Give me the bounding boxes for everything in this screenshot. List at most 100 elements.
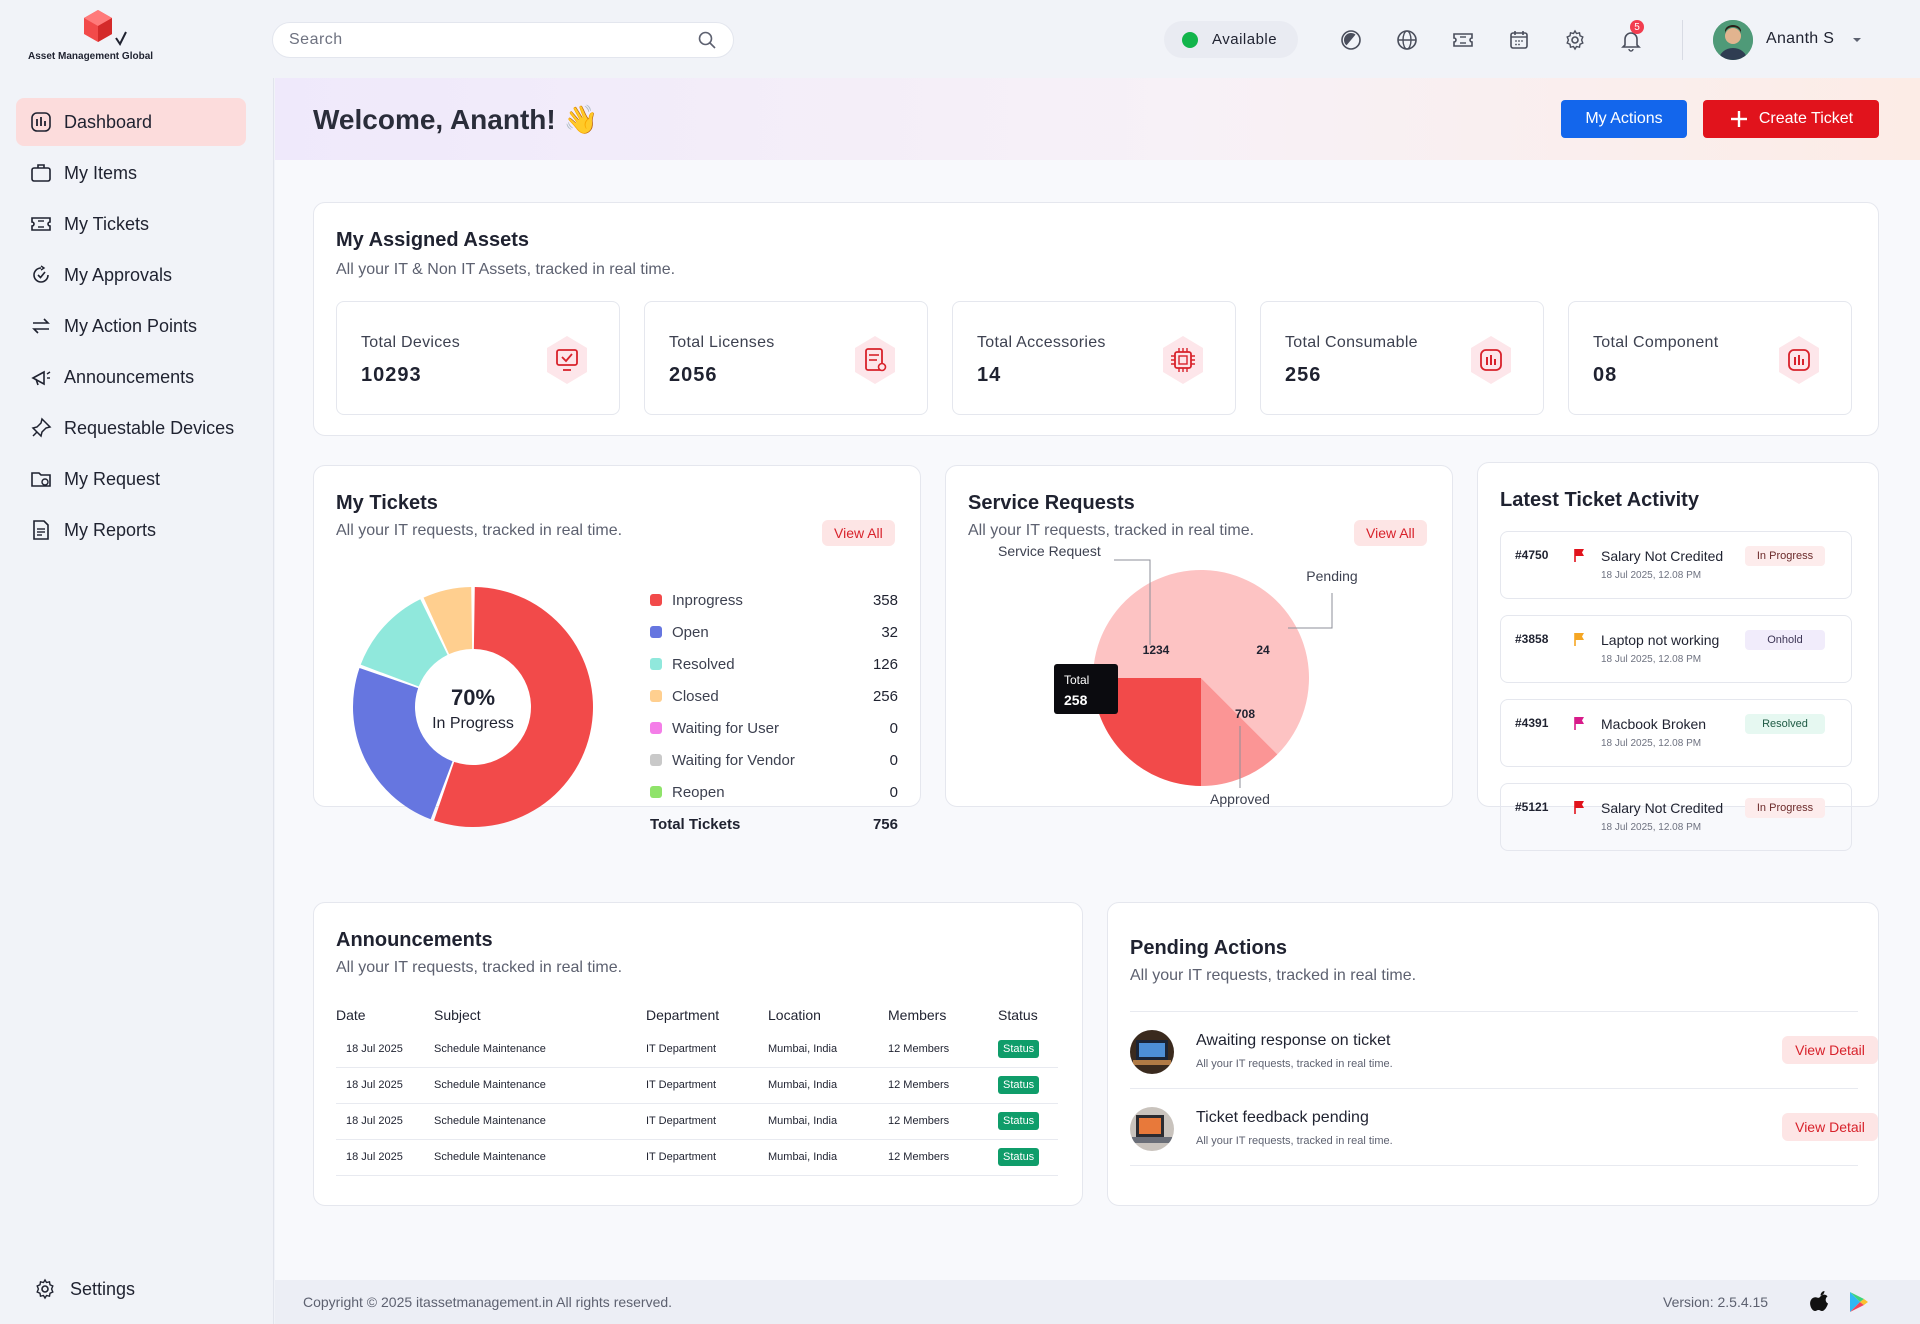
donut-slice-closed[interactable] <box>423 587 473 655</box>
view-detail-button[interactable]: View Detail <box>1782 1036 1878 1064</box>
avatar[interactable] <box>1713 20 1753 60</box>
table-row[interactable]: 18 Jul 2025 Schedule Maintenance IT Depart… <box>336 1031 1058 1068</box>
sidebar-item-label: Requestable Devices <box>64 417 235 438</box>
table-row[interactable]: 18 Jul 2025 Schedule Maintenance IT Depart… <box>336 1067 1058 1104</box>
search-input[interactable] <box>289 31 697 49</box>
status-badge[interactable]: Status <box>998 1148 1040 1166</box>
flag-icon <box>1574 801 1584 814</box>
asset-total-component[interactable]: Total Component 08 <box>1568 301 1852 415</box>
asset-total-licenses[interactable]: Total Licenses 2056 <box>644 301 928 415</box>
asset-total-devices[interactable]: Total Devices 10293 <box>336 301 620 415</box>
gear-icon[interactable] <box>1563 28 1587 52</box>
table-cell: IT Department <box>646 1031 768 1068</box>
app-logo[interactable]: Asset Management Global <box>28 8 178 66</box>
legend-value: 0 <box>889 751 898 769</box>
asset-value: 08 <box>1593 364 1618 386</box>
user-name[interactable]: Ananth S <box>1766 30 1835 47</box>
sidebar-item-my-items[interactable]: My Items <box>16 149 246 197</box>
table-cell: 12 Members <box>888 1103 998 1140</box>
pie-leader-line <box>1114 559 1151 645</box>
service-requests-card: Service Requests All your IT requests, t… <box>945 465 1453 807</box>
table-cell: Mumbai, India <box>768 1103 888 1140</box>
service-view-all-button[interactable]: View All <box>1354 520 1427 546</box>
sidebar-item-my-approvals[interactable]: My Approvals <box>16 251 246 299</box>
donut-center-percent: 70% <box>451 685 495 710</box>
asset-total-consumable[interactable]: Total Consumable 256 <box>1260 301 1544 415</box>
pie-category-label: Approved <box>1210 791 1270 807</box>
table-cell: 12 Members <box>888 1067 998 1104</box>
donut-slice-open[interactable] <box>353 668 453 820</box>
sidebar-item-announcements[interactable]: Announcements <box>16 353 246 401</box>
asset-label: Total Devices <box>361 334 461 351</box>
status-badge[interactable]: Status <box>998 1076 1040 1094</box>
create-ticket-button[interactable]: Create Ticket <box>1703 100 1879 138</box>
status-badge: Resolved <box>1745 714 1825 734</box>
view-detail-button[interactable]: View Detail <box>1782 1113 1878 1141</box>
donut-slice-inprogress[interactable] <box>434 587 593 827</box>
availability-status[interactable]: Available <box>1164 21 1298 58</box>
sidebar-item-my-reports[interactable]: My Reports <box>16 506 246 554</box>
pie-leader-line <box>1288 593 1333 629</box>
pie-category-label: Service Request <box>998 543 1101 559</box>
activity-item[interactable]: #3858 Laptop not working 18 Jul 2025, 12.0… <box>1500 615 1852 683</box>
pie-value-label: 24 <box>1256 643 1270 657</box>
pie-slice-approved[interactable] <box>1093 678 1201 786</box>
status-badge[interactable]: Status <box>998 1039 1040 1058</box>
announcements-card: Announcements All your IT requests, trac… <box>313 902 1083 1206</box>
sidebar-item-label: My Request <box>64 468 161 489</box>
table-cell: Status <box>998 1139 1058 1176</box>
table-cell: Status <box>998 1067 1058 1104</box>
card-subtitle: All your IT requests, tracked in real ti… <box>336 522 623 539</box>
donut-center-label: In Progress <box>432 715 514 732</box>
table-cell: Mumbai, India <box>768 1139 888 1176</box>
table-header-row: Date Subject Department Location Members Stat… <box>336 999 1058 1031</box>
tooltip-label: Total <box>1064 673 1089 687</box>
activity-item[interactable]: #4750 Salary Not Credited 18 Jul 2025, 12.… <box>1500 531 1852 599</box>
pie-category-label: Pending <box>1306 568 1357 584</box>
legend-total-row: Total Tickets 756 <box>650 814 898 834</box>
sidebar-item-settings[interactable]: Settings <box>34 1278 135 1300</box>
tickets-view-all-button[interactable]: View All <box>822 520 895 546</box>
column-header: Location <box>768 1007 821 1023</box>
main-content: My Assigned Assets All your IT & Non IT … <box>275 160 1920 1280</box>
legend-label: Inprogress <box>672 591 743 609</box>
calendar-icon[interactable] <box>1507 28 1531 52</box>
globe-icon[interactable] <box>1395 28 1419 52</box>
briefcase-icon <box>31 164 51 182</box>
sidebar-item-my-action-points[interactable]: My Action Points <box>16 302 246 350</box>
arrows-icon <box>32 318 50 334</box>
theme-toggle-icon[interactable] <box>1339 28 1363 52</box>
pie-slice-service-request[interactable] <box>1093 570 1309 755</box>
search-icon[interactable] <box>697 30 717 50</box>
donut-slice-resolved[interactable] <box>360 599 448 687</box>
google-play-icon[interactable] <box>1847 1290 1869 1314</box>
ticket-icon[interactable] <box>1451 28 1475 52</box>
table-cell: 18 Jul 2025 <box>336 1031 434 1068</box>
status-badge[interactable]: Status <box>998 1112 1040 1130</box>
my-actions-button[interactable]: My Actions <box>1561 100 1687 138</box>
flag-icon <box>1574 633 1584 646</box>
legend-value: 358 <box>872 591 898 609</box>
search-box[interactable] <box>272 22 734 58</box>
legend-item: Closed 256 <box>650 686 898 706</box>
chevron-down-icon[interactable] <box>1849 32 1865 48</box>
legend-color-swatch <box>650 722 662 734</box>
activity-item[interactable]: #5121 Salary Not Credited 18 Jul 2025, 12.… <box>1500 783 1852 851</box>
monitor-icon <box>547 336 587 384</box>
bell-icon[interactable] <box>1619 28 1643 52</box>
sidebar-item-my-tickets[interactable]: My Tickets <box>16 200 246 248</box>
sidebar-item-dashboard[interactable]: Dashboard <box>16 98 246 146</box>
sidebar-item-my-request[interactable]: My Request <box>16 455 246 503</box>
table-cell: Schedule Maintenance <box>434 1103 646 1140</box>
asset-total-accessories[interactable]: Total Accessories 14 <box>952 301 1236 415</box>
table-cell: Schedule Maintenance <box>434 1031 646 1068</box>
table-row[interactable]: 18 Jul 2025 Schedule Maintenance IT Depart… <box>336 1103 1058 1140</box>
activity-item[interactable]: #4391 Macbook Broken 18 Jul 2025, 12.08 PM… <box>1500 699 1852 767</box>
table-row[interactable]: 18 Jul 2025 Schedule Maintenance IT Depart… <box>336 1139 1058 1176</box>
apple-icon[interactable] <box>1809 1290 1831 1314</box>
sidebar-item-requestable-devices[interactable]: Requestable Devices <box>16 404 246 452</box>
pie-slice-pending[interactable] <box>1201 678 1278 786</box>
footer: Copyright © 2025 itassetmanagement.in Al… <box>275 1280 1920 1324</box>
ticket-title: Salary Not Credited <box>1601 548 1724 564</box>
